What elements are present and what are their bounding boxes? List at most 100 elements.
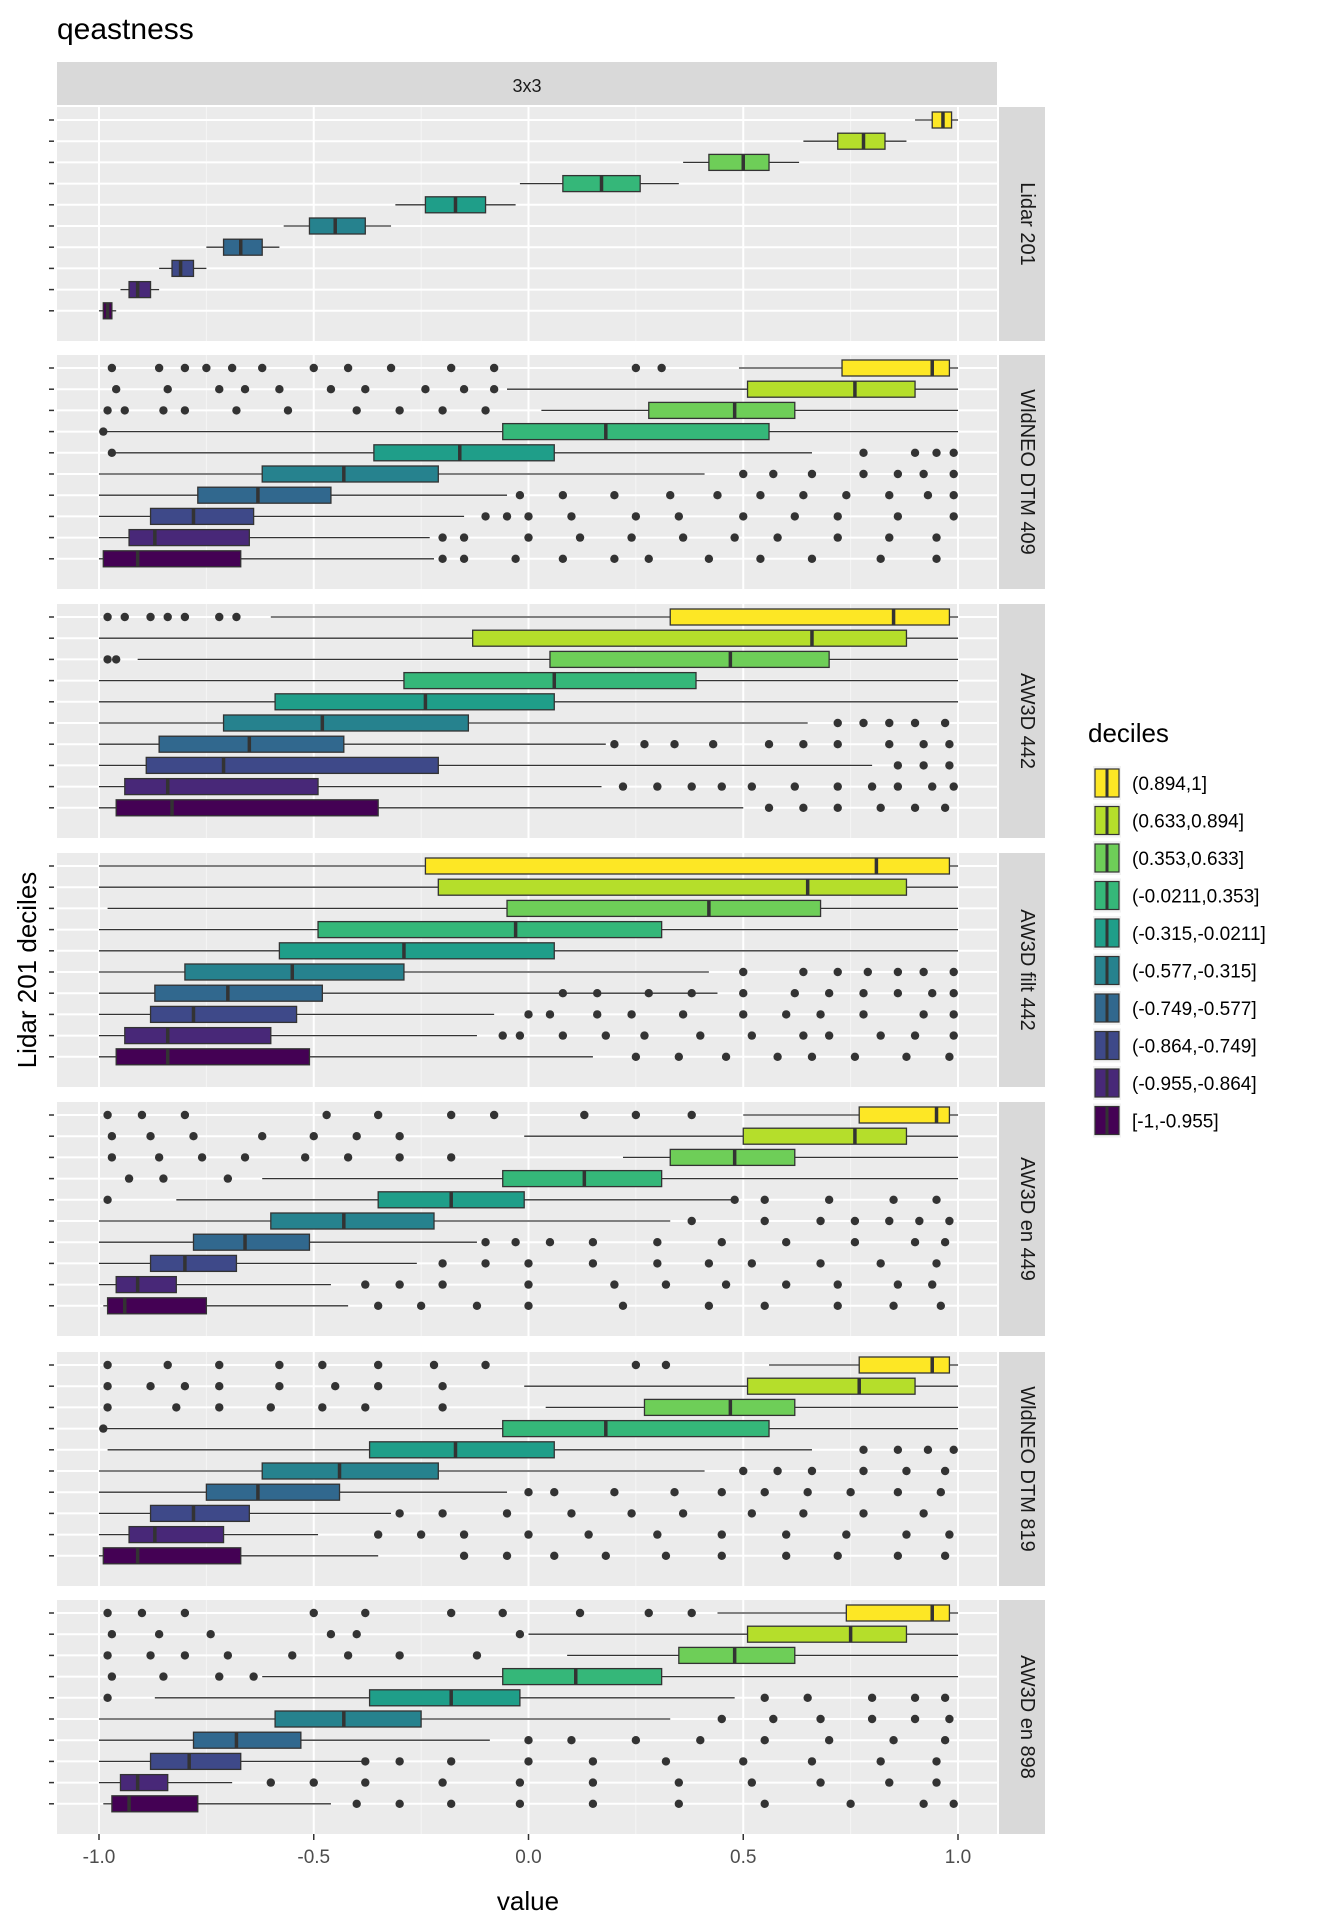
outlier-point — [206, 1630, 215, 1639]
outlier-point — [940, 1551, 950, 1561]
facet-strip-right-label: AW3D en 449 — [1016, 1157, 1038, 1281]
outlier-point — [631, 363, 641, 373]
outlier-point — [893, 989, 903, 998]
outlier-point — [266, 1778, 275, 1787]
outlier-point — [644, 554, 653, 563]
legend-item: (0.353,0.633] — [1093, 841, 1244, 875]
box — [437, 878, 908, 896]
box — [746, 1625, 908, 1643]
facet-strip-right-label: AW3D en 898 — [1016, 1655, 1038, 1779]
outlier-point — [588, 1238, 598, 1247]
box — [106, 1297, 208, 1315]
outlier-point — [610, 1280, 619, 1289]
outlier-point — [395, 1799, 404, 1809]
outlier-point — [932, 1757, 941, 1766]
outlier-point — [438, 1259, 447, 1268]
outlier-point — [704, 554, 714, 563]
outlier-point — [511, 1238, 520, 1247]
outlier-point — [227, 363, 237, 373]
outlier-point — [717, 1551, 726, 1561]
outlier-point — [760, 1693, 769, 1703]
outlier-point — [373, 1301, 383, 1311]
box — [746, 380, 916, 398]
outlier-point — [627, 1010, 636, 1019]
legend-item: (0.894,1] — [1093, 766, 1207, 800]
outlier-point — [902, 1052, 911, 1062]
outlier-point — [258, 1132, 267, 1141]
box — [222, 238, 263, 256]
box — [102, 550, 242, 568]
box — [841, 359, 951, 377]
outlier-point — [919, 761, 928, 770]
outlier-point — [889, 1195, 898, 1205]
outlier-point — [928, 782, 937, 791]
outlier-point — [936, 1488, 946, 1497]
outlier-point — [240, 385, 250, 394]
outlier-point — [146, 1651, 155, 1660]
facet-strip-right — [999, 1102, 1045, 1336]
outlier-point — [163, 1360, 172, 1370]
legend-item: [-1,-0.955] — [1093, 1103, 1219, 1138]
box — [124, 777, 319, 796]
outlier-point — [266, 1403, 275, 1412]
facet-strip-right-label: WldNEO DTM 819 — [1016, 1386, 1038, 1552]
outlier-point — [833, 740, 842, 749]
outlier-point — [769, 469, 778, 479]
outlier-point — [747, 1509, 757, 1518]
outlier-point — [446, 1608, 456, 1618]
outlier-point — [678, 1010, 688, 1019]
outlier-point — [223, 1651, 233, 1660]
outlier-point — [107, 363, 117, 373]
legend-item: (-0.577,-0.315] — [1093, 953, 1257, 988]
outlier-point — [928, 1280, 937, 1289]
box — [678, 1646, 796, 1665]
outlier-point — [352, 1799, 361, 1809]
outlier-point — [627, 1509, 636, 1518]
box — [145, 756, 439, 775]
outlier-point — [885, 718, 894, 728]
outlier-point — [446, 1799, 456, 1809]
outlier-point — [760, 1799, 769, 1809]
outlier-point — [949, 967, 958, 977]
outlier-point — [949, 491, 958, 500]
outlier-point — [850, 1238, 860, 1247]
outlier-point — [459, 1551, 469, 1561]
outlier-point — [172, 1403, 181, 1412]
outlier-point — [326, 1630, 336, 1639]
legend-label: (-0.955,-0.864] — [1132, 1074, 1257, 1095]
outlier-point — [902, 1466, 911, 1476]
outlier-point — [889, 1736, 898, 1745]
outlier-point — [876, 1757, 885, 1766]
outlier-point — [361, 385, 370, 394]
outlier-point — [893, 1280, 903, 1289]
outlier-point — [842, 1530, 851, 1539]
outlier-point — [395, 406, 404, 415]
outlier-point — [515, 491, 525, 500]
outlier-point — [661, 1757, 671, 1766]
outlier-point — [159, 406, 168, 415]
outlier-point — [833, 967, 842, 977]
legend-label: (0.894,1] — [1132, 774, 1207, 795]
outlier-point — [889, 1301, 898, 1311]
outlier-point — [760, 1736, 769, 1745]
outlier-point — [309, 1132, 318, 1141]
outlier-point — [103, 1693, 112, 1703]
outlier-point — [833, 533, 842, 542]
outlier-point — [154, 1153, 164, 1162]
outlier-point — [807, 1052, 817, 1062]
outlier-point — [910, 718, 920, 728]
outlier-point — [739, 469, 748, 479]
outlier-point — [567, 1736, 576, 1745]
outlier-point — [610, 740, 619, 749]
outlier-point — [459, 533, 469, 542]
outlier-point — [550, 1551, 559, 1561]
outlier-point — [885, 491, 894, 500]
outlier-point — [910, 1238, 920, 1247]
outlier-point — [446, 363, 456, 373]
outlier-point — [876, 1031, 885, 1040]
outlier-point — [940, 1466, 950, 1476]
outlier-point — [593, 1010, 602, 1019]
outlier-point — [429, 1360, 439, 1370]
outlier-point — [524, 1259, 533, 1268]
